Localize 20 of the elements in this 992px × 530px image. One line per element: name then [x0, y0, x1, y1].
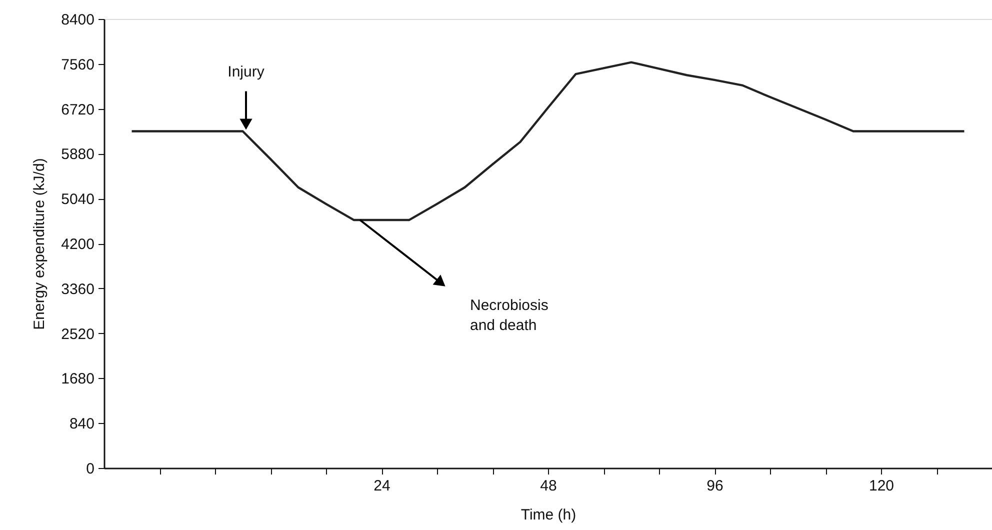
y-tick-label: 5040: [61, 191, 94, 208]
y-tick-label: 1680: [61, 370, 94, 388]
x-tick-label: 48: [540, 478, 557, 494]
annotation: Injury: [228, 63, 265, 80]
y-tick-label: 5880: [61, 146, 94, 164]
y-tick-label: 8400: [61, 12, 94, 28]
y-tick-label: 2520: [61, 326, 94, 343]
y-axis-title: Energy expenditure (kJ/d): [31, 158, 48, 330]
y-tick-label: 4200: [61, 236, 94, 253]
x-tick-label: 24: [374, 478, 390, 494]
x-tick-label: 96: [706, 478, 724, 494]
y-tick-label: 7560: [61, 56, 94, 74]
x-axis-title: Time (h): [520, 506, 576, 524]
y-tick-label: 0: [86, 460, 94, 478]
line-series: [130, 61, 966, 222]
annotation: Necrobiosis and death: [470, 297, 548, 334]
x-tick-label: 120: [868, 478, 894, 494]
y-tick-label: 3360: [61, 280, 94, 298]
y-tick-label: 840: [69, 416, 94, 433]
y-tick-label: 6720: [61, 101, 94, 118]
